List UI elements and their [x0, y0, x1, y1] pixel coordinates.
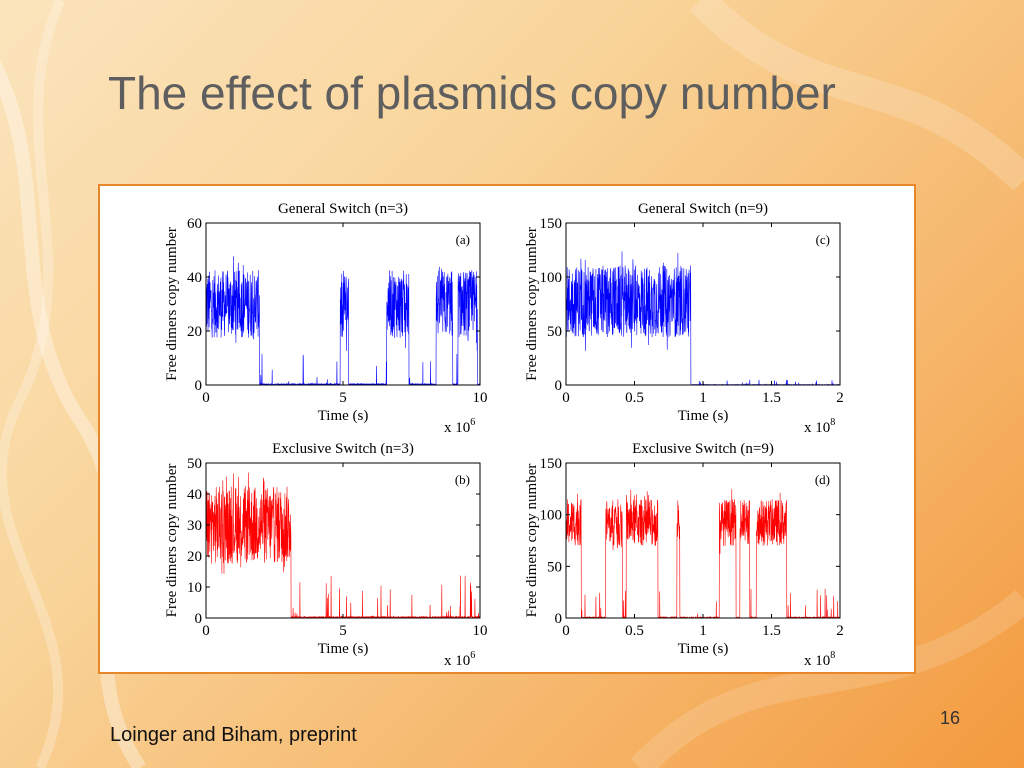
x-exponent-c: x 108 [804, 417, 835, 436]
x-exponent-power-d: 8 [830, 650, 835, 661]
y-axis-label-b: Free dimers copy number [164, 464, 180, 618]
y-tick-label-d: 150 [540, 456, 563, 472]
y-tick-label-d: 0 [555, 611, 563, 627]
x-tick-label-c: 1.5 [762, 390, 781, 406]
y-tick-label-b: 30 [187, 518, 202, 534]
y-tick-label-a: 0 [195, 378, 203, 394]
y-tick-label-d: 100 [540, 508, 563, 524]
x-tick-label-a: 0 [202, 390, 210, 406]
x-tick-label-a: 5 [339, 390, 347, 406]
x-tick-label-b: 5 [339, 623, 347, 639]
x-axis-label-a: Time (s) [318, 408, 369, 424]
x-tick-label-d: 0 [562, 623, 570, 639]
y-tick-label-b: 50 [187, 456, 202, 472]
y-tick-label-b: 40 [187, 487, 202, 503]
y-tick-label-b: 20 [187, 549, 202, 565]
panel-letter-b: (b) [455, 472, 470, 487]
panel-letter-d: (d) [815, 472, 830, 487]
x-tick-label-a: 10 [473, 390, 488, 406]
y-tick-label-c: 150 [540, 216, 563, 232]
chart-panel-a: General Switch (n=3) 0 5 10 0 20 40 60 Time (s) F… [164, 201, 488, 436]
x-tick-label-c: 1 [699, 390, 707, 406]
chart-panel-b: Exclusive Switch (n=3) 0 5 10 0 10 20 30 40 50 Tim… [164, 441, 488, 669]
x-tick-label-c: 2 [836, 390, 844, 406]
y-tick-label-d: 50 [547, 559, 562, 575]
chart-panel-d: Exclusive Switch (n=9) 0 0.5 1 1.5 2 0 50 100 150… [524, 441, 844, 669]
slide-number: 16 [940, 708, 961, 728]
y-tick-label-c: 100 [540, 270, 563, 286]
x-tick-label-b: 10 [473, 623, 488, 639]
x-tick-label-c: 0.5 [625, 390, 644, 406]
x-exponent-power-c: 8 [830, 417, 835, 428]
y-tick-label-c: 50 [547, 324, 562, 340]
x-exponent-power-b: 6 [470, 650, 475, 661]
chart-panel-c: General Switch (n=9) 0 0.5 1 1.5 2 0 50 100 150 Ti… [524, 201, 844, 436]
x-exponent-power-a: 6 [470, 417, 475, 428]
x-tick-label-d: 1.5 [762, 623, 781, 639]
slide-title: The effect of plasmids copy number [108, 67, 836, 119]
x-tick-label-b: 0 [202, 623, 210, 639]
y-tick-label-b: 10 [187, 580, 202, 596]
y-axis-label-d: Free dimers copy number [524, 464, 540, 618]
chart-title-b: Exclusive Switch (n=3) [272, 441, 414, 457]
x-tick-label-d: 2 [836, 623, 844, 639]
x-tick-label-c: 0 [562, 390, 570, 406]
chart-title-d: Exclusive Switch (n=9) [632, 441, 774, 457]
y-tick-label-b: 0 [195, 611, 203, 627]
y-tick-label-a: 20 [187, 324, 202, 340]
x-tick-label-d: 1 [699, 623, 707, 639]
panel-letter-c: (c) [816, 232, 830, 247]
y-tick-label-a: 60 [187, 216, 202, 232]
panel-letter-a: (a) [456, 232, 470, 247]
y-axis-label-a: Free dimers copy number [164, 227, 180, 381]
y-tick-label-a: 40 [187, 270, 202, 286]
data-series-b [206, 472, 480, 618]
x-axis-label-c: Time (s) [678, 408, 729, 424]
data-series-c [566, 251, 840, 385]
figure-frame: General Switch (n=3) 0 5 10 0 20 40 60 Time (s) F… [98, 184, 916, 674]
chart-title-a: General Switch (n=3) [278, 201, 408, 217]
footer-credit: Loinger and Biham, preprint [110, 724, 357, 746]
x-exponent-d: x 108 [804, 650, 835, 669]
data-series-d [566, 489, 840, 618]
x-exponent-b: x 106 [444, 650, 475, 669]
y-axis-label-c: Free dimers copy number [524, 227, 540, 381]
y-tick-label-c: 0 [555, 378, 563, 394]
chart-title-c: General Switch (n=9) [638, 201, 768, 217]
plot-area-d [565, 462, 841, 619]
x-tick-label-d: 0.5 [625, 623, 644, 639]
x-exponent-a: x 106 [444, 417, 475, 436]
x-axis-label-d: Time (s) [678, 641, 729, 657]
plot-area-c [565, 222, 841, 386]
data-series-a [206, 256, 480, 385]
x-axis-label-b: Time (s) [318, 641, 369, 657]
